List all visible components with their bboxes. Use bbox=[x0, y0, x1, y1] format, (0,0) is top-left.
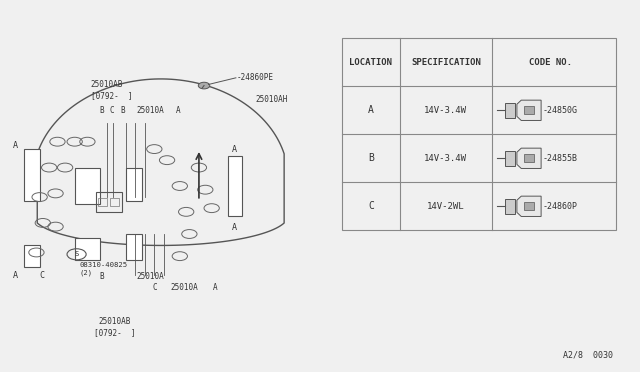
Text: -24850G: -24850G bbox=[543, 106, 578, 115]
Bar bbox=[524, 202, 534, 211]
Text: A2/8  0030: A2/8 0030 bbox=[563, 350, 613, 359]
Text: A: A bbox=[176, 106, 181, 115]
Bar bbox=[24, 149, 40, 201]
Text: 14V-2WL: 14V-2WL bbox=[427, 202, 465, 211]
Text: B: B bbox=[368, 153, 374, 163]
Text: S: S bbox=[74, 251, 79, 257]
Text: A: A bbox=[232, 223, 237, 232]
Text: 14V-3.4W: 14V-3.4W bbox=[424, 106, 467, 115]
Text: -24860PE: -24860PE bbox=[237, 73, 274, 81]
Text: A: A bbox=[232, 145, 237, 154]
Polygon shape bbox=[517, 196, 541, 217]
Text: 25010A: 25010A bbox=[136, 106, 164, 115]
Text: 25010A: 25010A bbox=[170, 283, 198, 292]
Bar bbox=[524, 106, 534, 114]
Text: C: C bbox=[109, 106, 114, 115]
Text: 14V-3.4W: 14V-3.4W bbox=[424, 154, 467, 163]
Bar bbox=[524, 154, 534, 162]
Polygon shape bbox=[517, 148, 541, 169]
Bar bbox=[96, 192, 122, 212]
Bar bbox=[505, 103, 515, 118]
Text: A: A bbox=[368, 105, 374, 115]
Text: -24855B: -24855B bbox=[543, 154, 578, 163]
Bar bbox=[75, 238, 100, 260]
Text: B: B bbox=[100, 106, 104, 115]
Text: C: C bbox=[152, 283, 157, 292]
Bar bbox=[125, 234, 141, 260]
Text: A: A bbox=[13, 271, 18, 280]
Text: B: B bbox=[120, 106, 125, 115]
Bar bbox=[24, 245, 40, 267]
Text: 08310-40825
(2): 08310-40825 (2) bbox=[79, 262, 127, 276]
Bar bbox=[505, 199, 515, 214]
Bar bbox=[75, 167, 100, 205]
Bar bbox=[342, 38, 616, 230]
Text: C: C bbox=[39, 271, 44, 280]
Text: LOCATION: LOCATION bbox=[349, 58, 392, 67]
Text: 25010AB
[0792-  ]: 25010AB [0792- ] bbox=[94, 317, 136, 337]
Text: A: A bbox=[212, 283, 217, 292]
Bar bbox=[99, 198, 107, 206]
Text: B: B bbox=[100, 272, 104, 281]
Text: 25010A: 25010A bbox=[136, 272, 164, 281]
Bar bbox=[125, 167, 141, 201]
Text: -24860P: -24860P bbox=[543, 202, 578, 211]
Text: 25010AH: 25010AH bbox=[255, 95, 287, 104]
Text: C: C bbox=[368, 201, 374, 211]
Bar bbox=[228, 157, 242, 215]
Bar bbox=[505, 151, 515, 166]
Circle shape bbox=[198, 82, 210, 89]
Text: A: A bbox=[13, 141, 18, 150]
Text: SPECIFICATION: SPECIFICATION bbox=[411, 58, 481, 67]
Text: CODE NO.: CODE NO. bbox=[529, 58, 573, 67]
Polygon shape bbox=[517, 100, 541, 121]
Bar bbox=[109, 198, 118, 206]
Text: 25010AB
[0792-  ]: 25010AB [0792- ] bbox=[91, 80, 132, 100]
